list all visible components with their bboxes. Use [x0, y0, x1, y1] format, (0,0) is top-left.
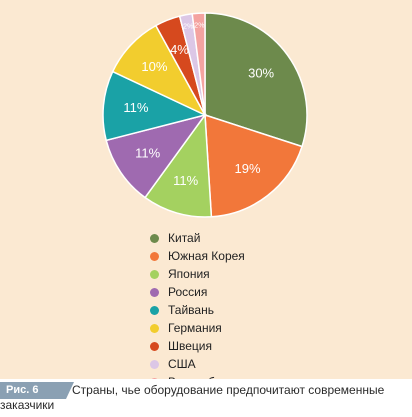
legend-swatch-6	[150, 341, 159, 351]
caption-text: Страны, чье оборудование предпочитают со…	[0, 383, 408, 413]
caption-line-2: заказчики	[0, 398, 55, 412]
legend-swatch-5	[150, 323, 159, 333]
pie-data-label-6: 4%	[170, 42, 189, 57]
legend-swatch-7	[150, 359, 159, 369]
legend-swatch-0	[150, 233, 159, 243]
legend-label-0: Китай	[168, 231, 201, 245]
legend-label-7: США	[168, 357, 196, 371]
pie-slice-1	[204, 113, 303, 218]
chart-panel: 30% 19% 11% 11% 11% 10% 4% 2% 2% Китай Южная Коре…	[0, 0, 412, 389]
figure-label: Рис. 6	[0, 382, 74, 399]
legend-label-4: Тайвань	[168, 303, 214, 317]
pie-slice-2	[143, 112, 213, 218]
legend-item-2: Япония	[150, 265, 260, 283]
pie-slice-0	[204, 12, 308, 148]
legend-item-6: Швеция	[150, 337, 260, 355]
pie-data-label-8: 2%	[194, 22, 204, 29]
legend-label-5: Германия	[168, 321, 222, 335]
pie-data-label-5: 10%	[141, 59, 167, 74]
pie-data-label-4: 11%	[123, 100, 148, 115]
legend-label-3: Россия	[168, 285, 208, 299]
pie-slice-3	[105, 113, 207, 199]
caption-line-1: Страны, чье оборудование предпочитают со…	[72, 383, 385, 397]
pie-data-label-3: 11%	[135, 145, 160, 160]
legend-item-3: Россия	[150, 283, 260, 301]
pie-slice-4	[102, 70, 208, 142]
legend-swatch-1	[150, 251, 159, 261]
legend-item-4: Тайвань	[150, 301, 260, 319]
pie-chart: 30% 19% 11% 11% 11% 10%4% 2% 2%	[102, 12, 308, 218]
legend-item-5: Германия	[150, 319, 260, 337]
legend-swatch-2	[150, 269, 159, 279]
legend-label-6: Швеция	[168, 339, 212, 353]
figure-caption: Рис. 6 Страны, чье оборудование предпочи…	[0, 379, 412, 417]
legend-item-1: Южная Корея	[150, 247, 260, 265]
pie-data-label-1: 19%	[234, 161, 260, 176]
legend-item-0: Китай	[150, 229, 260, 247]
legend-label-1: Южная Корея	[168, 249, 245, 263]
pie-slice-8	[191, 12, 206, 116]
legend-item-7: США	[150, 355, 260, 373]
legend-swatch-4	[150, 305, 159, 315]
legend-swatch-3	[150, 287, 159, 297]
pie-data-label-7: 2%	[183, 24, 193, 31]
pie-data-label-2: 11%	[173, 173, 198, 188]
legend-label-2: Япония	[168, 267, 210, 281]
pie-data-label-0: 30%	[248, 66, 274, 81]
legend: Китай Южная Корея Япония Россия Тайвань Герма…	[150, 229, 260, 391]
